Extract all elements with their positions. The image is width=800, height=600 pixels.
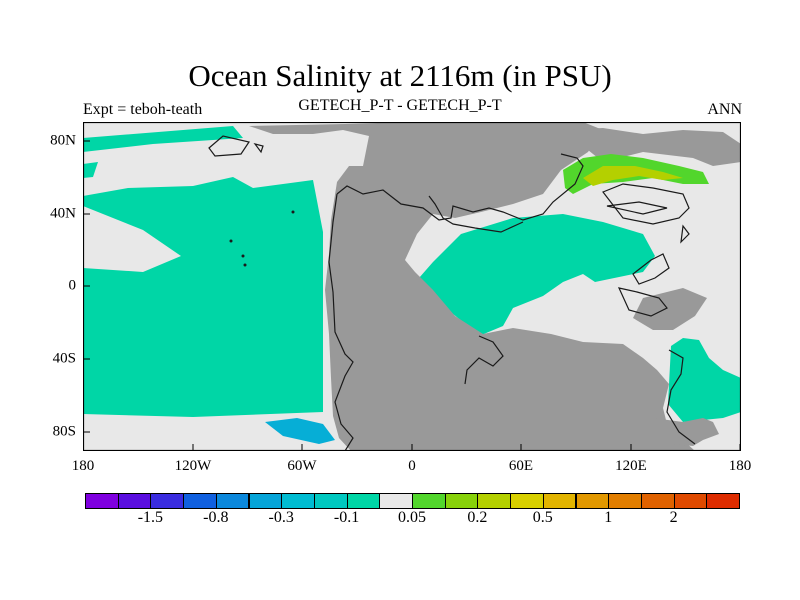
x-tick-60w: 60W bbox=[287, 458, 317, 474]
legend-label: -0.3 bbox=[268, 509, 294, 526]
x-tick-0: 0 bbox=[408, 458, 416, 474]
southern-blue-patch bbox=[265, 418, 335, 444]
legend-swatch bbox=[379, 493, 413, 509]
central-continent-landmass bbox=[249, 122, 695, 451]
northeast-inland-sea bbox=[588, 190, 695, 226]
island-marker bbox=[229, 239, 233, 243]
x-tick-120e: 120E bbox=[615, 458, 647, 474]
x-tick-60e: 60E bbox=[508, 458, 534, 474]
y-tick-80n: 80N bbox=[50, 132, 76, 149]
legend-swatch bbox=[346, 493, 381, 509]
legend-label: -0.1 bbox=[333, 509, 360, 526]
x-tick-180e: 180 bbox=[728, 458, 752, 474]
legend-swatch bbox=[673, 493, 708, 509]
legend-label: 2 bbox=[669, 509, 678, 526]
western-ocean-anomaly bbox=[83, 126, 323, 417]
island-marker bbox=[291, 210, 295, 214]
legend-label: 1 bbox=[604, 509, 613, 526]
island-marker bbox=[241, 254, 245, 258]
legend-swatch bbox=[85, 493, 119, 509]
y-tick-80s: 80S bbox=[52, 423, 76, 440]
legend-swatch bbox=[150, 493, 185, 509]
legend-swatch bbox=[183, 493, 217, 509]
y-tick-0: 0 bbox=[68, 277, 77, 294]
positive-anomaly-yellow bbox=[583, 166, 683, 186]
legend-swatch bbox=[248, 493, 283, 509]
legend-swatch bbox=[477, 493, 512, 509]
southeast-landmass bbox=[633, 288, 707, 330]
island-marker bbox=[243, 263, 247, 267]
legend-label: 0.2 bbox=[467, 509, 488, 526]
far-south-landmass bbox=[653, 418, 719, 446]
legend-label: -0.8 bbox=[203, 509, 229, 526]
legend-swatch bbox=[313, 493, 348, 509]
legend-swatch bbox=[117, 493, 152, 509]
legend-swatch bbox=[575, 493, 610, 509]
legend-swatch bbox=[215, 493, 250, 509]
y-tick-40n: 40N bbox=[50, 205, 76, 222]
legend-label: 0.05 bbox=[398, 509, 426, 526]
model-label: GETECH_P-T - GETECH_P-T bbox=[298, 97, 502, 114]
legend-swatch bbox=[706, 493, 740, 509]
coastlines bbox=[208, 135, 696, 452]
experiment-label: Expt = teboh-teath bbox=[83, 101, 203, 118]
color-legend bbox=[85, 493, 740, 509]
eastern-ocean-anomaly bbox=[419, 214, 655, 336]
x-tick-180w: 180 bbox=[71, 458, 95, 474]
legend-swatch bbox=[412, 493, 446, 509]
south-east-patch bbox=[668, 338, 741, 422]
season-label: ANN bbox=[707, 101, 742, 118]
legend-swatch bbox=[542, 493, 577, 509]
salinity-map bbox=[82, 121, 742, 452]
legend-label: -1.5 bbox=[137, 509, 164, 526]
legend-label: 0.5 bbox=[532, 509, 553, 526]
axis-ticks bbox=[82, 140, 741, 451]
map-title: Ocean Salinity at 2116m (in PSU) bbox=[188, 58, 612, 93]
y-tick-40s: 40S bbox=[52, 350, 76, 367]
north-pacific-patch bbox=[83, 162, 98, 178]
legend-swatch bbox=[510, 493, 544, 509]
legend-swatch bbox=[444, 493, 479, 509]
legend-swatch bbox=[281, 493, 315, 509]
legend-swatch bbox=[640, 493, 675, 509]
map-canvas bbox=[82, 121, 742, 452]
x-tick-120w: 120W bbox=[174, 458, 212, 474]
legend-swatch bbox=[608, 493, 642, 509]
